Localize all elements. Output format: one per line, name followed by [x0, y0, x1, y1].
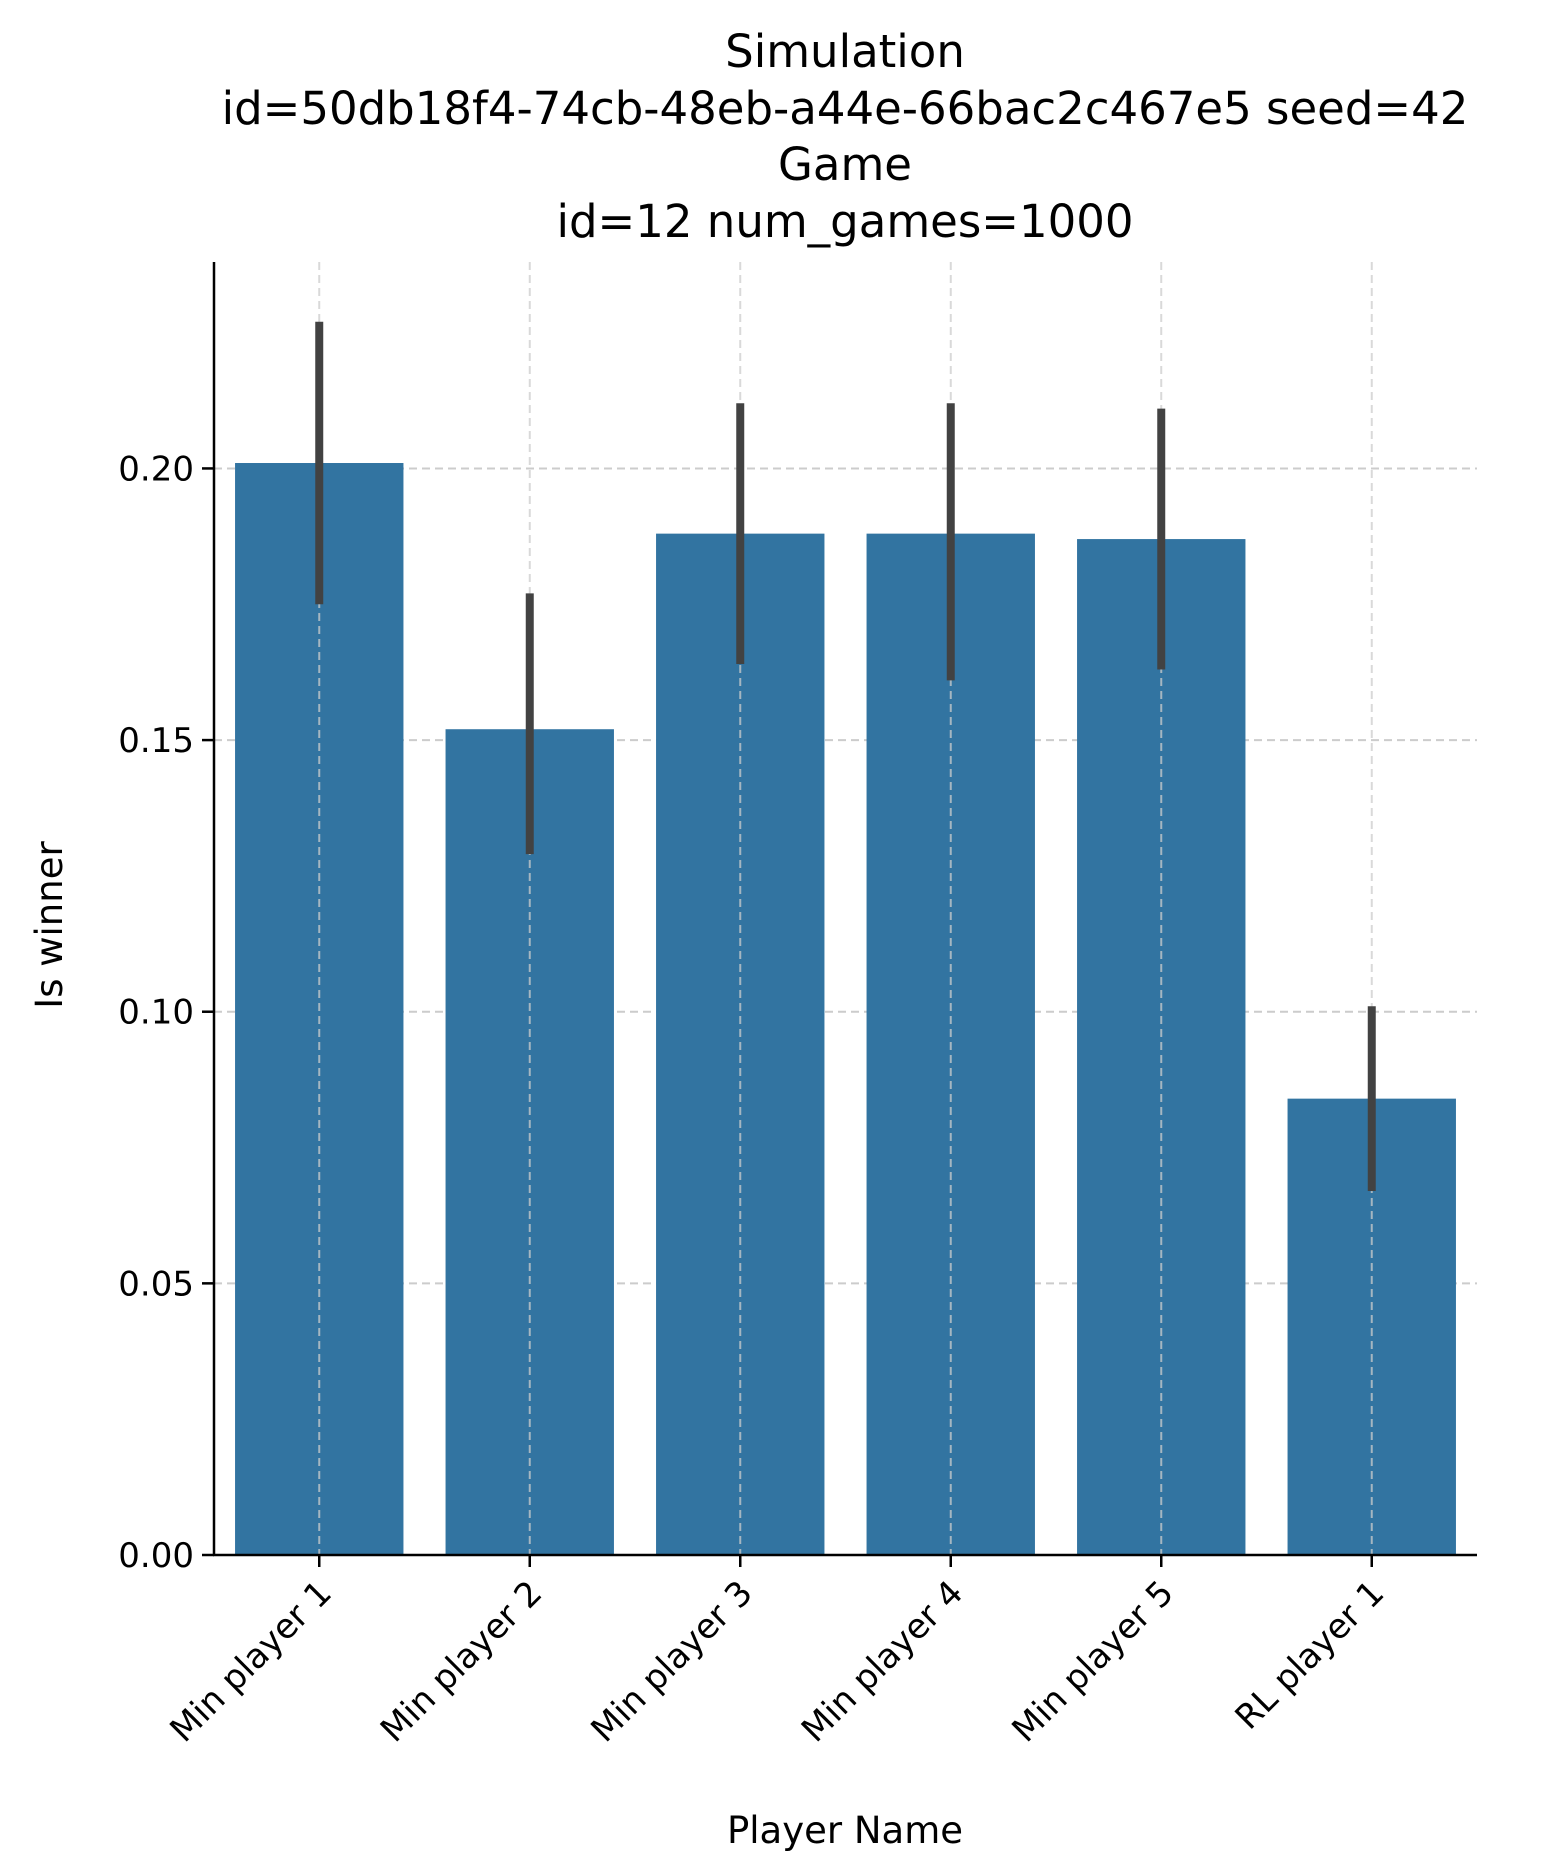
x-tick-label: Min player 1 — [163, 1573, 340, 1750]
y-axis-ticks: 0.00 0.05 0.10 0.15 0.20 — [118, 449, 214, 1576]
y-tick-label: 0.00 — [118, 1536, 194, 1576]
x-tick-label: Min player 2 — [373, 1573, 550, 1750]
error-bars — [315, 321, 1376, 1192]
x-tick-label: Min player 5 — [1005, 1573, 1182, 1750]
title-line-1: Simulation — [725, 25, 965, 78]
title-line-3: Game — [778, 138, 912, 191]
x-tick-label: Min player 3 — [584, 1573, 761, 1750]
x-axis-label: Player Name — [727, 1809, 963, 1852]
y-tick-label: 0.20 — [118, 449, 194, 489]
y-tick-label: 0.10 — [118, 993, 194, 1033]
y-tick-label: 0.15 — [118, 721, 194, 761]
axes — [212, 262, 1477, 1557]
y-axis-label: Is winner — [28, 841, 71, 1009]
title-line-2: id=50db18f4-74cb-48eb-a44e-66bac2c467e5 … — [222, 82, 1469, 135]
x-tick-label: RL player 1 — [1228, 1573, 1393, 1738]
title-line-4: id=12 num_games=1000 — [556, 195, 1133, 248]
x-tick-label: Min player 4 — [794, 1573, 971, 1750]
chart-title: Simulation id=50db18f4-74cb-48eb-a44e-66… — [222, 25, 1469, 248]
y-tick-label: 0.05 — [118, 1264, 194, 1304]
x-axis-ticks: Min player 1 Min player 2 Min player 3 Min … — [163, 1555, 1393, 1750]
bars — [235, 463, 1456, 1556]
